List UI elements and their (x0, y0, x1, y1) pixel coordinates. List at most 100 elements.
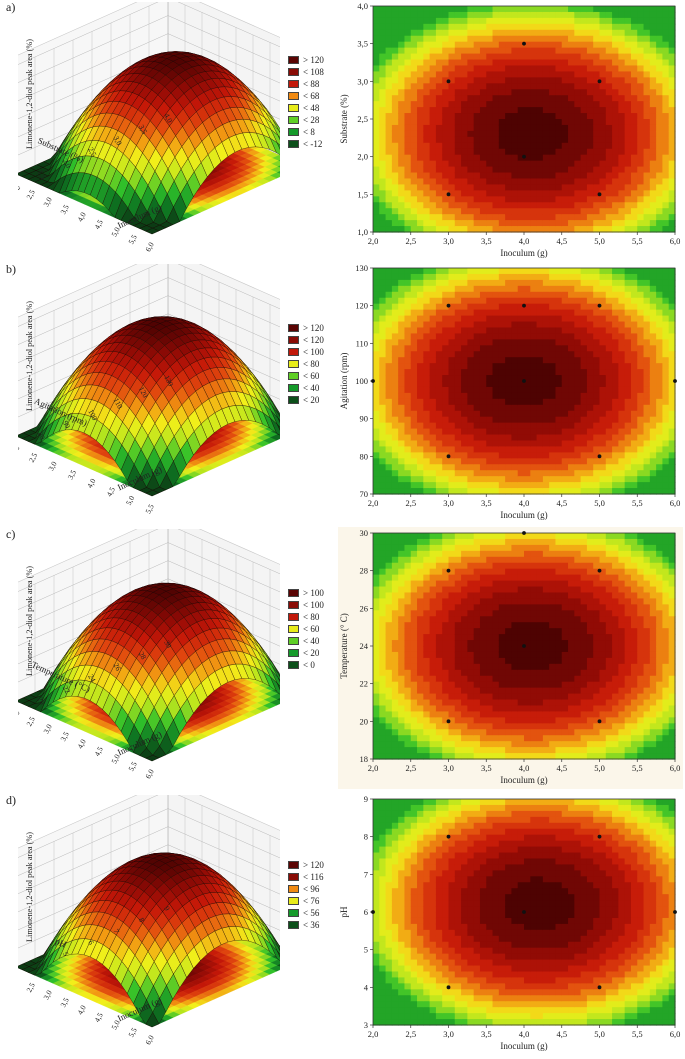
contour-cell (637, 41, 645, 49)
contour-cell (492, 482, 500, 489)
contour-cell (511, 71, 519, 78)
contour-cell (662, 226, 670, 233)
contour-cell (643, 190, 651, 197)
contour-cell (511, 178, 519, 186)
contour-cell (649, 142, 657, 150)
contour-cell (404, 303, 412, 311)
contour-cell (479, 392, 487, 400)
contour-cell (373, 130, 380, 138)
design-point (522, 154, 526, 159)
contour-cell (467, 89, 475, 96)
surface-y-tick-label: 2,5 (86, 146, 98, 159)
contour-cell (429, 53, 437, 61)
contour-cell (599, 154, 607, 162)
contour-cell (530, 11, 538, 19)
contour-cell (473, 458, 481, 465)
contour-cell (391, 327, 399, 335)
contour-cell (593, 154, 601, 162)
contour-cell (561, 130, 569, 138)
contour-cell (385, 178, 393, 186)
contour-cell (429, 309, 437, 317)
contour-cell (586, 77, 594, 84)
contour-cell (649, 208, 657, 215)
contour-cell (473, 440, 481, 448)
contour-cell (398, 160, 406, 168)
contour-cell (668, 214, 676, 221)
contour-cell (398, 35, 406, 43)
contour-cell (473, 113, 481, 120)
contour-cell (517, 220, 525, 227)
contour-cell (467, 11, 475, 19)
contour-cell (373, 172, 380, 180)
contour-cell (448, 482, 456, 489)
contour-cell (442, 404, 450, 412)
contour-cell (410, 488, 418, 495)
contour-cell (435, 154, 443, 162)
contour-cell (379, 375, 387, 382)
contour-cell (461, 273, 468, 281)
contour-cell (536, 303, 544, 311)
contour-cell (612, 41, 619, 49)
contour-cell (498, 279, 506, 287)
contour-cell (586, 107, 594, 114)
contour-cell (429, 130, 437, 138)
contour-cell (417, 404, 424, 412)
contour-cell (662, 220, 670, 227)
contour-cell (586, 130, 594, 138)
contour-cell (404, 154, 412, 162)
contour-cell (643, 202, 651, 209)
contour-cell (479, 113, 487, 120)
y-tick-label: 2,5 (357, 114, 368, 124)
contour-cell (630, 11, 638, 19)
contour-cell (505, 327, 513, 335)
contour-cell (549, 83, 557, 90)
contour-cell (442, 136, 450, 144)
contour-cell (580, 142, 588, 150)
contour-cell (398, 392, 406, 400)
contour-cell (391, 428, 399, 436)
contour-cell (404, 136, 412, 144)
contour-cell (435, 321, 443, 329)
contour-cell (454, 398, 462, 406)
contour-cell (429, 434, 437, 442)
contour-cell (379, 309, 387, 317)
contour-cell (593, 113, 601, 120)
contour-cell (555, 17, 563, 25)
contour-cell (593, 89, 601, 96)
contour-cell (373, 184, 380, 191)
contour-cell (385, 381, 393, 388)
contour-cell (599, 220, 607, 227)
contour-cell (505, 202, 513, 209)
contour-cell (530, 47, 538, 55)
contour-cell (473, 488, 481, 495)
contour-cell (498, 315, 506, 323)
contour-cell (517, 83, 525, 90)
contour-cell (429, 113, 437, 120)
contour-cell (574, 184, 582, 191)
contour-cell (530, 410, 538, 418)
contour-cell (448, 488, 456, 495)
contour-cell (385, 416, 393, 424)
contour-cell (448, 268, 456, 275)
contour-cell (593, 59, 601, 67)
contour-cell (398, 95, 406, 102)
contour-cell (404, 291, 412, 299)
contour-cell (618, 89, 626, 96)
contour-cell (605, 148, 613, 156)
contour-cell (517, 285, 525, 293)
contour-cell (662, 124, 670, 132)
contour-cell (486, 83, 494, 90)
contour-cell (637, 136, 645, 144)
contour-cell (461, 327, 468, 335)
contour-cell (385, 124, 393, 132)
contour-cell (423, 184, 431, 191)
panel-a: a)0204060801001202,02,53,03,54,04,55,05,… (0, 0, 685, 262)
contour-cell (637, 166, 645, 174)
contour-cell (391, 154, 399, 162)
y-tick-label: 3,0 (357, 76, 368, 86)
contour-cell (398, 208, 406, 215)
contour-cell (656, 11, 664, 19)
contour-cell (442, 172, 450, 180)
contour-cell (530, 53, 538, 61)
contour-cell (662, 17, 670, 25)
